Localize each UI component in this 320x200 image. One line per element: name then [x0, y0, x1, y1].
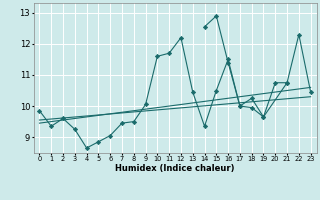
X-axis label: Humidex (Indice chaleur): Humidex (Indice chaleur): [115, 164, 235, 173]
